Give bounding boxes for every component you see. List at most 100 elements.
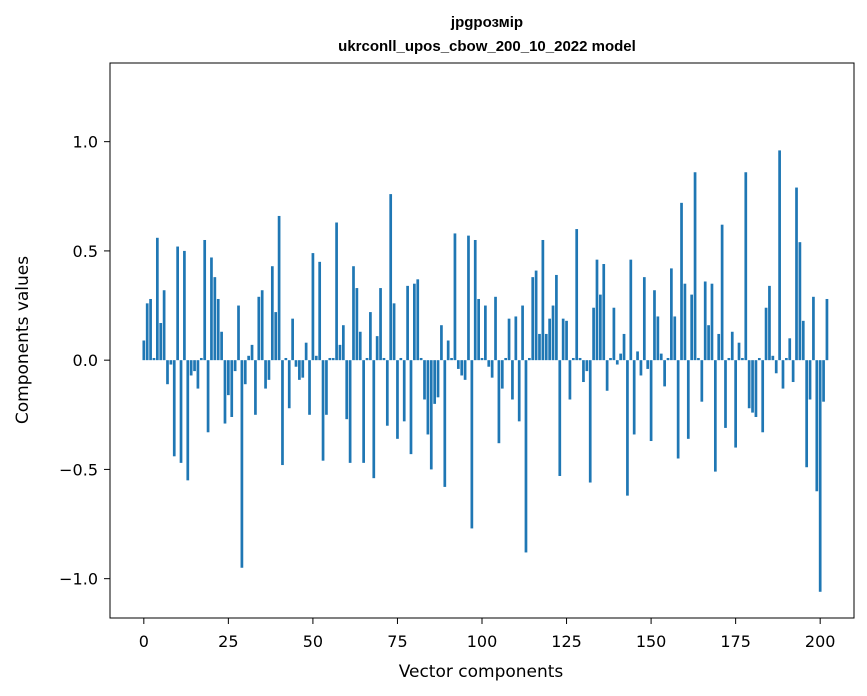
bar-184 xyxy=(764,307,768,361)
bar-128 xyxy=(575,229,579,361)
bar-13 xyxy=(186,360,190,481)
bar-173 xyxy=(727,357,731,361)
bar-73 xyxy=(389,194,393,361)
bar-166 xyxy=(703,281,707,361)
bar-165 xyxy=(700,360,704,402)
x-tick-label: 50 xyxy=(303,632,323,651)
bar-37 xyxy=(267,360,271,380)
bar-116 xyxy=(534,270,538,361)
bar-8 xyxy=(169,360,173,365)
bar-22 xyxy=(216,298,220,361)
bar-154 xyxy=(663,360,666,387)
bar-197 xyxy=(808,360,812,400)
bar-23 xyxy=(220,331,223,361)
bar-122 xyxy=(555,274,558,361)
bar-141 xyxy=(619,353,623,361)
bar-109 xyxy=(511,360,514,400)
bar-71 xyxy=(382,357,386,361)
bar-185 xyxy=(768,285,771,361)
bar-178 xyxy=(744,172,748,361)
bar-58 xyxy=(338,344,342,361)
bar-45 xyxy=(294,360,298,367)
x-axis-label: Vector components xyxy=(399,662,564,682)
bar-196 xyxy=(805,360,809,468)
bar-81 xyxy=(416,279,420,361)
bar-129 xyxy=(578,357,582,361)
bar-29 xyxy=(240,360,244,568)
bar-16 xyxy=(196,360,200,389)
bar-57 xyxy=(335,222,338,361)
y-axis-label: Components values xyxy=(13,256,33,424)
bar-85 xyxy=(429,360,433,470)
bar-53 xyxy=(321,360,325,461)
bar-49 xyxy=(308,360,311,415)
bar-100 xyxy=(480,357,484,361)
bar-3 xyxy=(152,357,156,361)
x-tick-label: 125 xyxy=(551,632,582,651)
bar-96 xyxy=(467,235,470,361)
bar-176 xyxy=(737,342,741,361)
bar-28 xyxy=(237,305,240,361)
bar-188 xyxy=(778,150,781,361)
bar-193 xyxy=(795,187,798,361)
x-tick-label: 0 xyxy=(139,632,149,651)
y-axis-ticks: −1.0 −0.5 0.0 0.5 1.0 xyxy=(59,133,110,589)
bar-35 xyxy=(260,290,264,361)
bar-0 xyxy=(142,340,146,361)
bar-180 xyxy=(751,360,754,413)
bar-83 xyxy=(423,360,426,400)
bar-48 xyxy=(304,342,308,361)
bar-25 xyxy=(227,360,230,396)
bar-6 xyxy=(162,290,166,361)
bar-69 xyxy=(375,336,379,361)
bar-170 xyxy=(717,333,721,361)
bar-11 xyxy=(179,360,183,463)
bar-118 xyxy=(541,239,545,361)
bar-126 xyxy=(568,360,572,400)
bar-46 xyxy=(298,360,301,380)
bar-94 xyxy=(460,360,464,376)
bar-142 xyxy=(622,333,626,361)
y-tick-label: −1.0 xyxy=(59,570,98,589)
bar-198 xyxy=(812,296,815,361)
bar-68 xyxy=(372,360,376,479)
bar-183 xyxy=(761,360,765,433)
bar-110 xyxy=(514,316,518,361)
bar-33 xyxy=(254,360,257,415)
bar-31 xyxy=(247,355,251,361)
bar-113 xyxy=(524,360,528,553)
bar-131 xyxy=(585,360,589,372)
bar-202 xyxy=(825,298,829,361)
x-tick-label: 75 xyxy=(387,632,407,651)
bar-146 xyxy=(636,351,639,361)
bar-93 xyxy=(456,360,460,369)
bar-107 xyxy=(504,357,508,361)
x-tick-label: 25 xyxy=(218,632,238,651)
bar-103 xyxy=(490,360,494,378)
bar-77 xyxy=(402,360,406,422)
bar-99 xyxy=(477,298,480,361)
bar-89 xyxy=(443,360,447,487)
bar-76 xyxy=(399,357,403,361)
bar-177 xyxy=(741,357,744,361)
bar-119 xyxy=(544,333,548,361)
bar-42 xyxy=(284,357,288,361)
bar-201 xyxy=(822,360,825,402)
bar-179 xyxy=(747,360,751,409)
bar-144 xyxy=(629,259,633,361)
bar-26 xyxy=(230,360,234,417)
bar-140 xyxy=(615,360,619,365)
bar-51 xyxy=(314,355,318,361)
bar-84 xyxy=(426,360,430,435)
bar-191 xyxy=(788,338,792,361)
bar-194 xyxy=(798,242,802,361)
bar-47 xyxy=(301,360,305,378)
bar-60 xyxy=(345,360,349,420)
bar-59 xyxy=(341,325,345,361)
y-tick-label: 0.0 xyxy=(73,351,98,370)
bar-161 xyxy=(686,360,690,439)
bar-54 xyxy=(325,360,328,415)
bar-10 xyxy=(176,246,179,361)
bar-30 xyxy=(243,360,247,385)
